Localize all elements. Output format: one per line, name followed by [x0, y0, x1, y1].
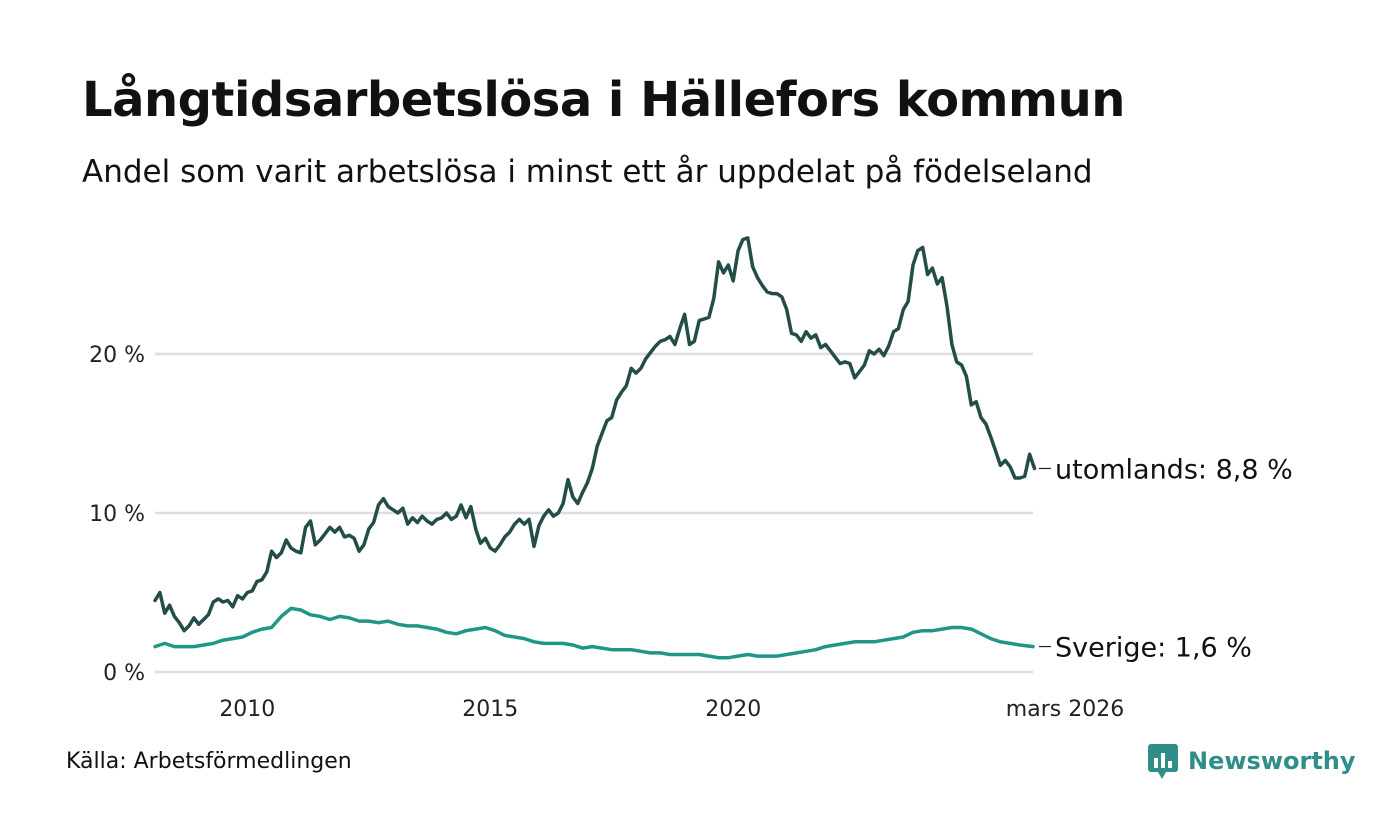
y-tick-label: 10 % — [89, 502, 145, 527]
end-label-sverige: Sverige: 1,6 % — [1055, 633, 1252, 664]
series-line-utomlands — [153, 236, 1037, 633]
end-label-utomlands: utomlands: 8,8 % — [1055, 454, 1293, 485]
x-tick-label: 2020 — [705, 697, 761, 722]
chart-subtitle: Andel som varit arbetslösa i minst ett å… — [82, 154, 1093, 190]
y-tick-label: 20 % — [89, 343, 145, 368]
y-axis-ticks: 0 % 10 % 20 % — [89, 343, 145, 686]
grid-lines — [155, 352, 1033, 674]
newsworthy-logo-text: Newsworthy — [1188, 747, 1356, 775]
chart-title: Långtidsarbetslösa i Hällefors kommun — [82, 72, 1125, 128]
x-tick-label: 2010 — [219, 697, 275, 722]
newsworthy-logo: Newsworthy — [1148, 740, 1356, 782]
x-tick-label: 2015 — [462, 697, 518, 722]
series-end-labels: utomlands: 8,8 % Sverige: 1,6 % — [1039, 454, 1293, 664]
series-line-sverige — [153, 606, 1035, 660]
x-tick-label: mars 2026 — [1006, 697, 1124, 722]
source-note: Källa: Arbetsförmedlingen — [66, 749, 352, 774]
newsworthy-logo-icon — [1148, 744, 1178, 779]
x-axis-ticks: 2010 2015 2020 mars 2026 — [219, 697, 1124, 722]
series-lines — [153, 236, 1037, 660]
y-tick-label: 0 % — [103, 661, 145, 686]
